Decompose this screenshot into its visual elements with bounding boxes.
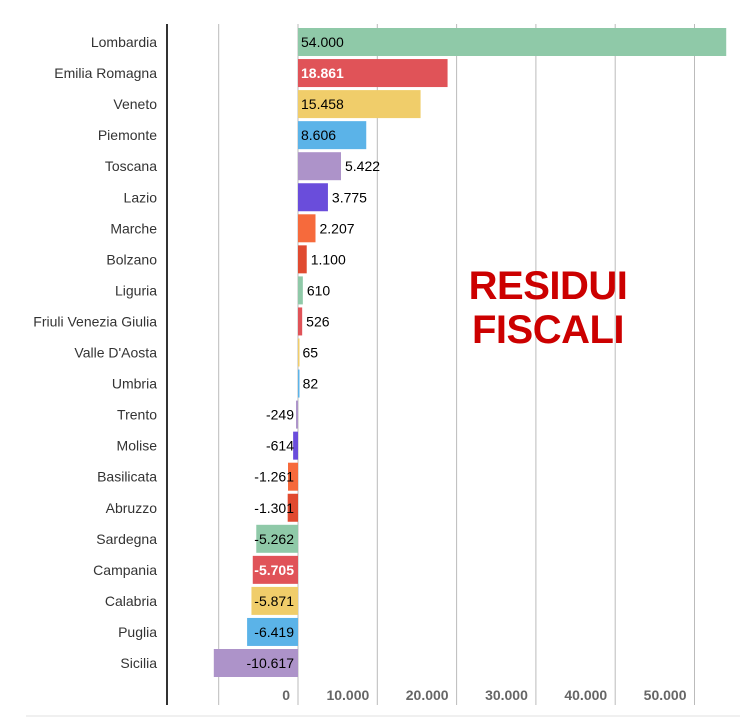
category-label-veneto: Veneto: [113, 96, 157, 112]
x-tick-label: 0: [282, 687, 290, 703]
category-label-lazio: Lazio: [124, 189, 158, 205]
value-label-campania: -5.705: [254, 562, 294, 578]
category-label-bolzano: Bolzano: [106, 251, 157, 267]
bar-basilicata: [288, 462, 298, 491]
category-label-calabria: Calabria: [105, 593, 157, 609]
value-label-umbria: 82: [303, 376, 319, 392]
bar-friuli-venezia-giulia: [298, 307, 303, 336]
bar-liguria: [298, 276, 303, 305]
value-label-basilicata: -1.261: [254, 469, 294, 485]
value-labels: 54.000 18.861 15.458 8.606 5.422 3.775 2.207 1.…: [247, 34, 381, 671]
category-label-abruzzo: Abruzzo: [106, 500, 158, 516]
category-label-piemonte: Piemonte: [98, 127, 157, 143]
value-label-calabria: -5.871: [254, 593, 294, 609]
category-label-liguria: Liguria: [115, 282, 157, 298]
x-tick-label: 10.000: [326, 687, 369, 703]
value-label-lombardia: 54.000: [301, 34, 344, 50]
category-label-puglia: Puglia: [118, 624, 157, 640]
category-label-sardegna: Sardegna: [96, 531, 157, 547]
category-label-basilicata: Basilicata: [97, 469, 157, 485]
category-label-emilia-romagna: Emilia Romagna: [54, 65, 157, 81]
category-label-sicilia: Sicilia: [120, 655, 157, 671]
bar-lombardia: [298, 28, 727, 56]
category-label-molise: Molise: [117, 438, 158, 454]
bar-bolzano: [298, 245, 307, 274]
x-axis-tick-labels: 0 10.000 20.000 30.000 40.000 50.000: [282, 687, 687, 703]
value-label-liguria: 610: [307, 282, 331, 298]
bar-abruzzo: [287, 493, 298, 522]
bar-calabria: [251, 586, 298, 615]
category-label-toscana: Toscana: [105, 158, 157, 174]
annotation-line-1: RESIDUI: [468, 264, 628, 308]
category-label-umbria: Umbria: [112, 376, 157, 392]
bar-trento: [296, 400, 298, 429]
value-label-sicilia: -10.617: [247, 655, 295, 671]
value-label-abruzzo: -1.301: [254, 500, 294, 516]
bar-valle-d-aosta: [298, 338, 300, 367]
x-tick-label: 20.000: [406, 687, 449, 703]
value-label-molise: -614: [266, 438, 294, 454]
value-label-valle-d-aosta: 65: [303, 345, 319, 361]
bar-campania: [252, 555, 298, 584]
bar-molise: [293, 431, 298, 460]
residui-fiscali-annotation: RESIDUI FISCALI: [448, 264, 648, 352]
category-labels: Lombardia Emilia Romagna Veneto Piemonte Tos…: [33, 34, 157, 671]
bar-umbria: [298, 369, 300, 398]
value-label-lazio: 3.775: [332, 189, 367, 205]
bar-sicilia: [213, 649, 298, 677]
bar-veneto: [298, 90, 421, 119]
category-label-friuli-venezia-giulia: Friuli Venezia Giulia: [33, 313, 157, 329]
x-tick-label: 50.000: [644, 687, 687, 703]
value-label-veneto: 15.458: [301, 96, 344, 112]
category-label-marche: Marche: [110, 220, 157, 236]
value-label-friuli-venezia-giulia: 526: [306, 313, 330, 329]
x-tick-label: 40.000: [564, 687, 607, 703]
value-label-piemonte: 8.606: [301, 127, 336, 143]
category-label-valle-d-aosta: Valle D'Aosta: [74, 345, 157, 361]
bars: [213, 28, 727, 677]
value-label-marche: 2.207: [320, 220, 355, 236]
value-label-trento: -249: [266, 407, 294, 423]
category-label-trento: Trento: [117, 407, 157, 423]
value-label-sardegna: -5.262: [254, 531, 294, 547]
value-label-puglia: -6.419: [254, 624, 294, 640]
bar-marche: [298, 214, 316, 243]
bar-piemonte: [298, 121, 367, 150]
bar-lazio: [298, 183, 328, 212]
bar-toscana: [298, 152, 341, 181]
category-label-campania: Campania: [93, 562, 157, 578]
x-tick-label: 30.000: [485, 687, 528, 703]
annotation-line-2: FISCALI: [471, 308, 625, 352]
bar-puglia: [247, 617, 298, 646]
bar-emilia-romagna: [298, 59, 448, 88]
value-label-bolzano: 1.100: [311, 251, 346, 267]
value-label-toscana: 5.422: [345, 158, 380, 174]
category-label-lombardia: Lombardia: [91, 34, 157, 50]
value-label-emilia-romagna: 18.861: [301, 65, 344, 81]
bar-sardegna: [256, 524, 298, 553]
